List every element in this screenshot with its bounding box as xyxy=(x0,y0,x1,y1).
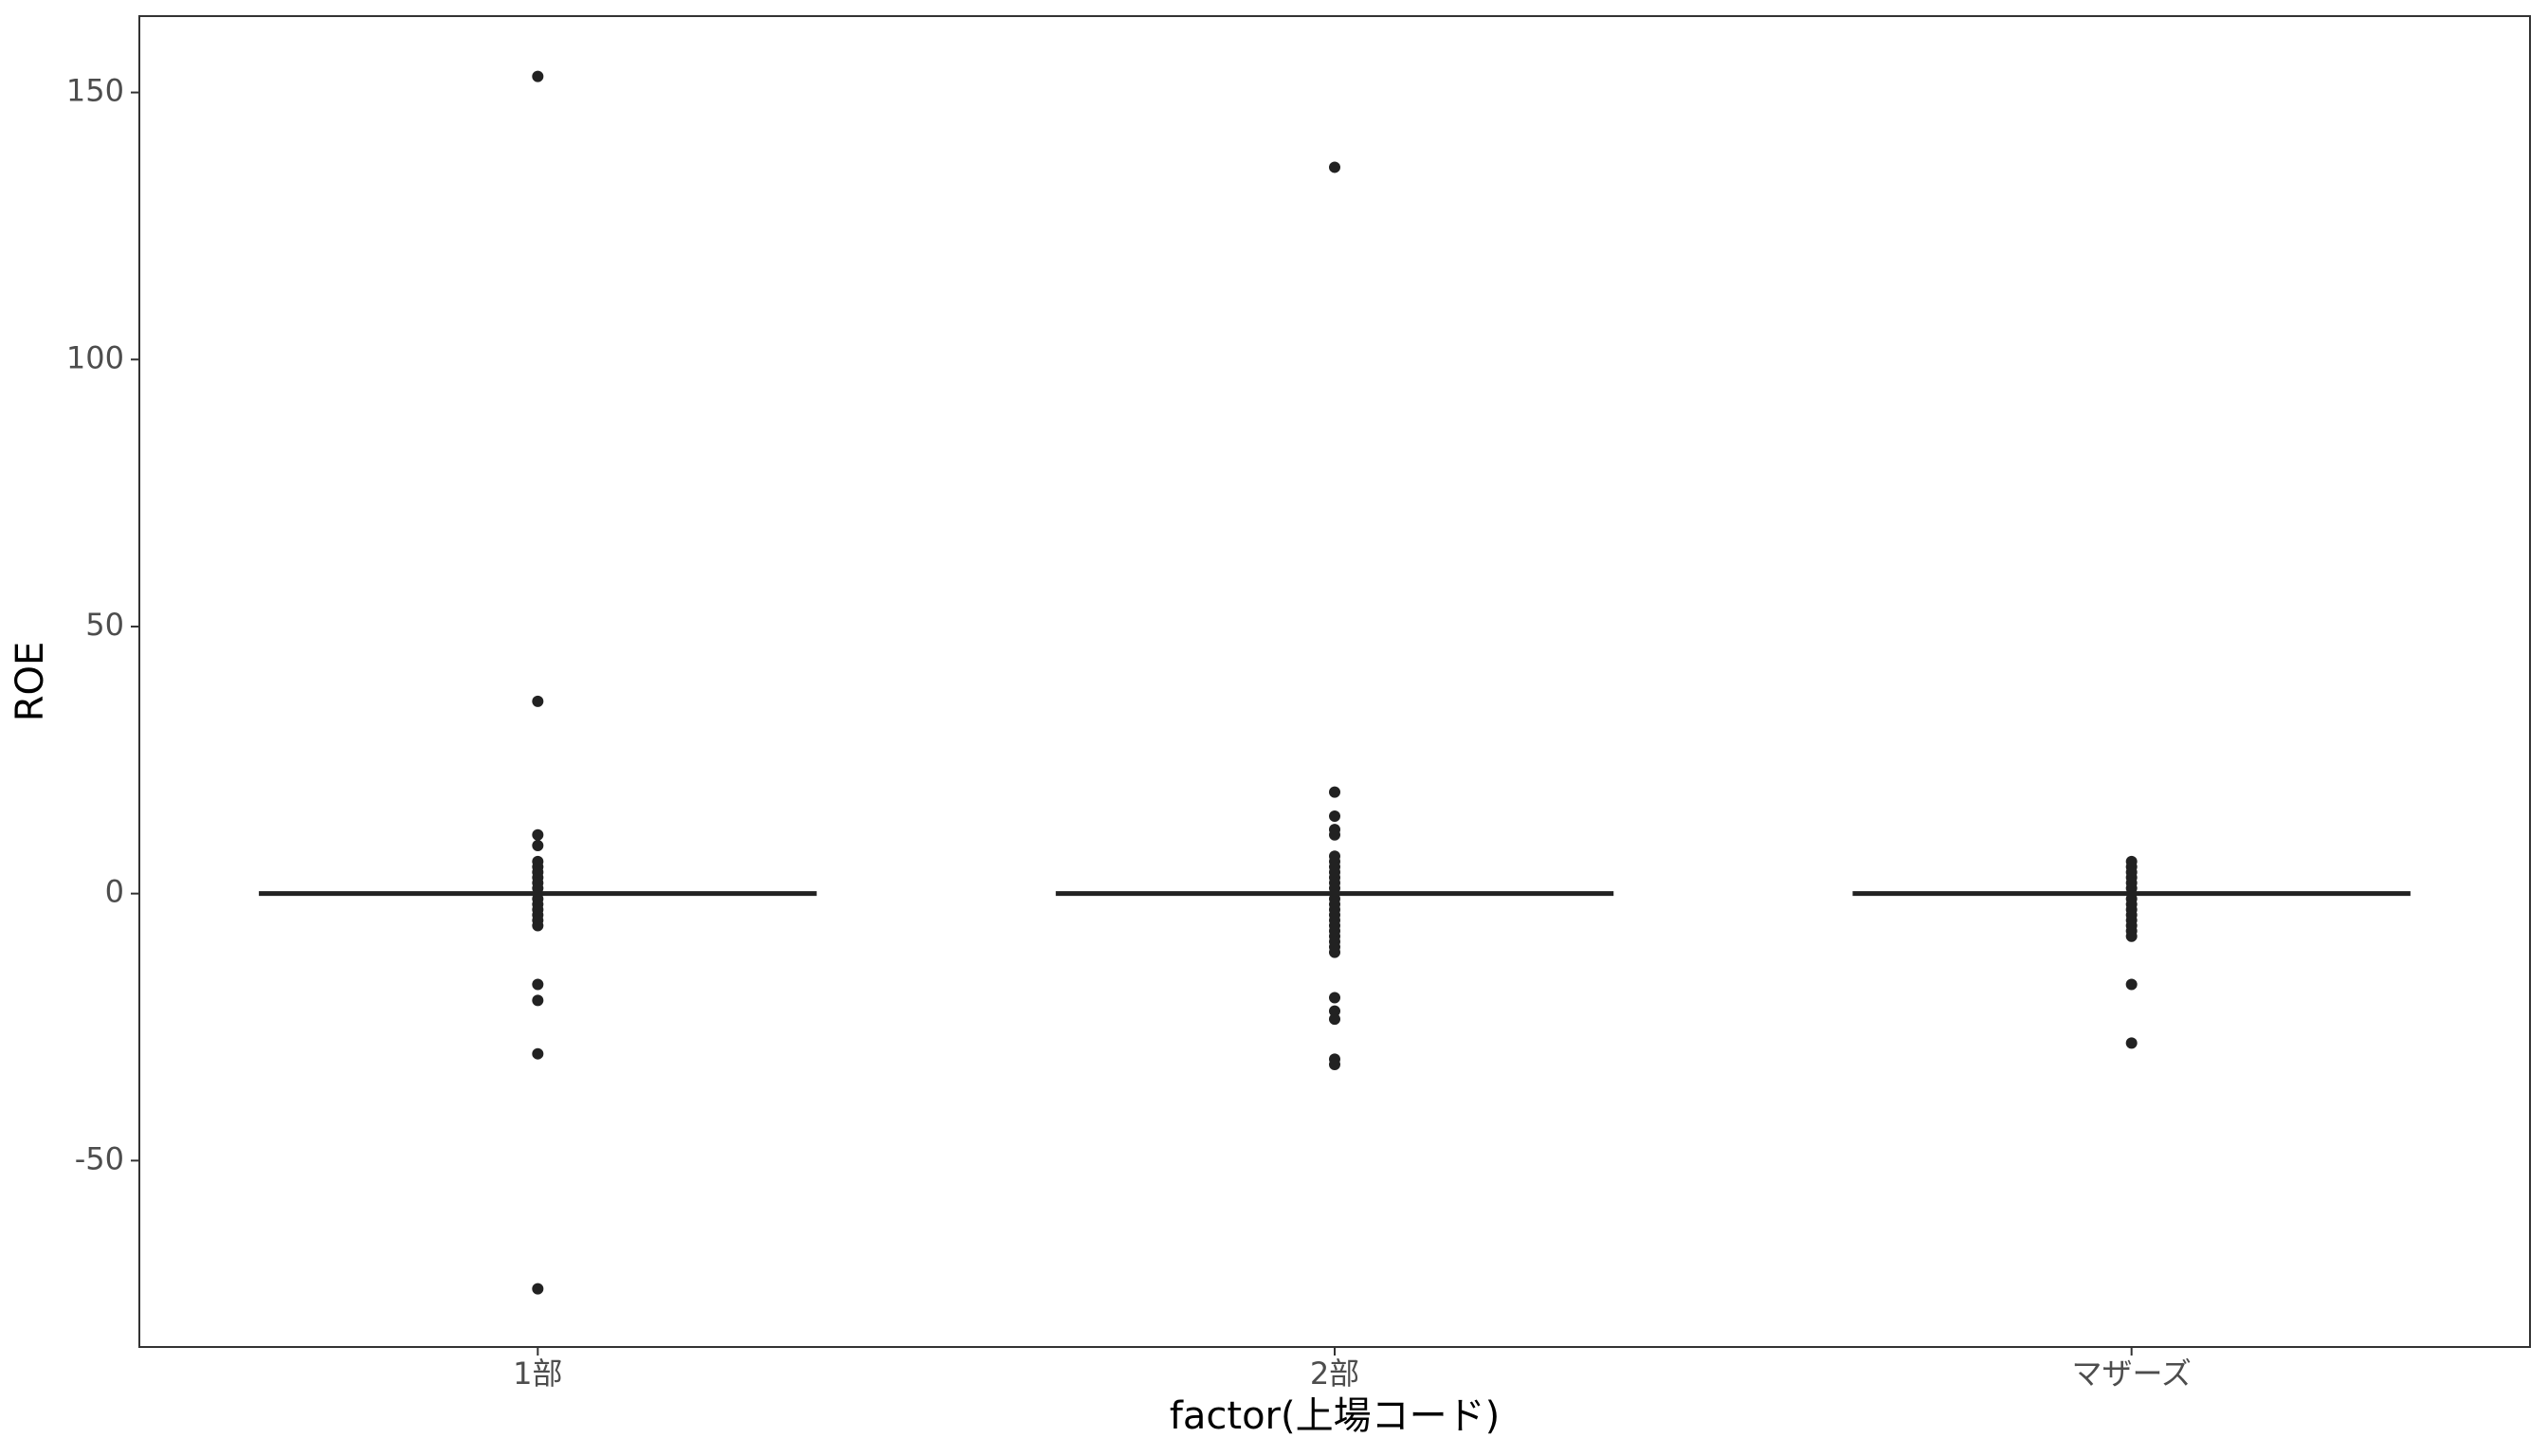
y-tick-label: 100 xyxy=(66,339,124,375)
outlier xyxy=(1329,1013,1340,1026)
panel xyxy=(138,15,2531,1348)
outlier xyxy=(2125,978,2138,991)
outlier xyxy=(2125,883,2138,895)
y-tick-label: -50 xyxy=(75,1140,124,1176)
x-tick-label: 2部 xyxy=(1310,1356,1359,1392)
x-axis-title: factor(上場コード) xyxy=(1170,1394,1500,1438)
outlier xyxy=(1329,992,1340,1004)
x-tick-label: 1部 xyxy=(513,1356,562,1392)
outlier xyxy=(1329,946,1340,958)
x-tick-label: マザーズ xyxy=(2071,1356,2191,1392)
outlier xyxy=(1329,786,1340,798)
outlier xyxy=(532,1047,544,1060)
y-tick-label: 50 xyxy=(85,607,124,643)
y-tick-label: 0 xyxy=(105,874,124,910)
outlier xyxy=(1329,1005,1340,1017)
outlier xyxy=(2125,1037,2138,1049)
outlier xyxy=(532,978,544,991)
outlier xyxy=(532,70,544,82)
outlier xyxy=(532,1283,544,1295)
outlier xyxy=(532,994,544,1007)
outlier xyxy=(1329,1058,1340,1070)
outlier xyxy=(532,839,544,851)
outlier xyxy=(2125,930,2138,942)
outlier xyxy=(1329,810,1340,822)
outlier xyxy=(1329,161,1340,173)
outlier xyxy=(1329,828,1340,841)
outlier xyxy=(532,919,544,932)
y-axis-title: ROE xyxy=(9,642,52,722)
outlier xyxy=(532,883,544,895)
outlier xyxy=(1329,883,1340,895)
outlier xyxy=(532,695,544,707)
y-tick-label: 150 xyxy=(66,73,124,109)
outlier xyxy=(532,828,544,841)
